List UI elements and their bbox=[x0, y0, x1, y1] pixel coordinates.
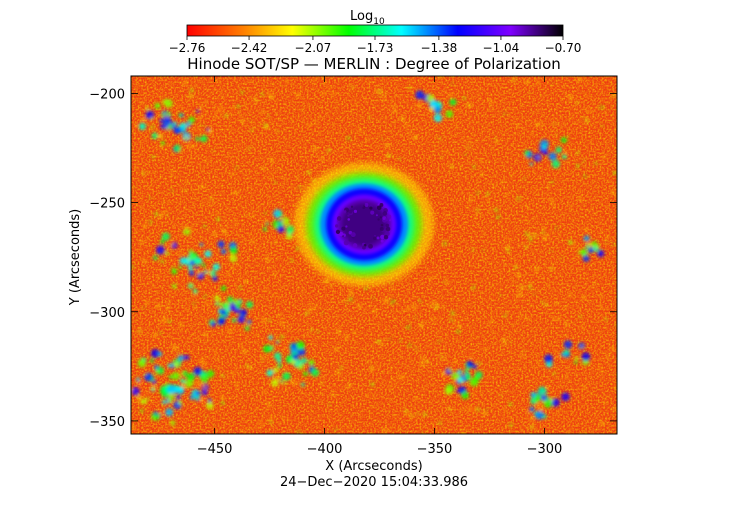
timestamp: 24−Dec−2020 15:04:33.986 bbox=[280, 475, 468, 490]
x-tick-label: −300 bbox=[527, 442, 563, 457]
y-axis-label: Y (Arcseconds) bbox=[68, 209, 83, 306]
colorbar-tick-label: −2.42 bbox=[231, 41, 268, 55]
colorbar-tick-label: −2.07 bbox=[295, 41, 332, 55]
heatmap-image bbox=[131, 76, 617, 434]
colorbar-tick-label: −0.70 bbox=[545, 41, 582, 55]
colorbar-tick-label: −1.04 bbox=[483, 41, 520, 55]
x-tick-label: −400 bbox=[307, 442, 343, 457]
colorbar-ticks: −2.76 −2.42 −2.07 −1.73 −1.38 −1.04 −0.70 bbox=[169, 36, 582, 55]
y-tick-label: −350 bbox=[89, 415, 125, 430]
y-tick-label: −250 bbox=[89, 197, 125, 212]
x-axis-label: X (Arcseconds) bbox=[325, 459, 422, 474]
colorbar-tick-label: −1.73 bbox=[357, 41, 394, 55]
colorbar-label: Log10 bbox=[350, 9, 385, 27]
chart-title: Hinode SOT/SP — MERLIN : Degree of Polar… bbox=[187, 55, 561, 73]
colorbar bbox=[186, 24, 564, 37]
y-tick-label: −200 bbox=[89, 87, 125, 102]
colorbar-tick-label: −1.38 bbox=[420, 41, 457, 55]
y-tick-label: −300 bbox=[89, 306, 125, 321]
y-axis: −200 −250 −300 −350 bbox=[89, 87, 617, 430]
plot-frame bbox=[130, 75, 618, 435]
x-tick-label: −450 bbox=[197, 442, 233, 457]
colorbar-tick-label: −2.76 bbox=[169, 41, 206, 55]
x-axis: −450 −400 −350 −300 bbox=[197, 76, 563, 457]
x-tick-label: −350 bbox=[417, 442, 453, 457]
